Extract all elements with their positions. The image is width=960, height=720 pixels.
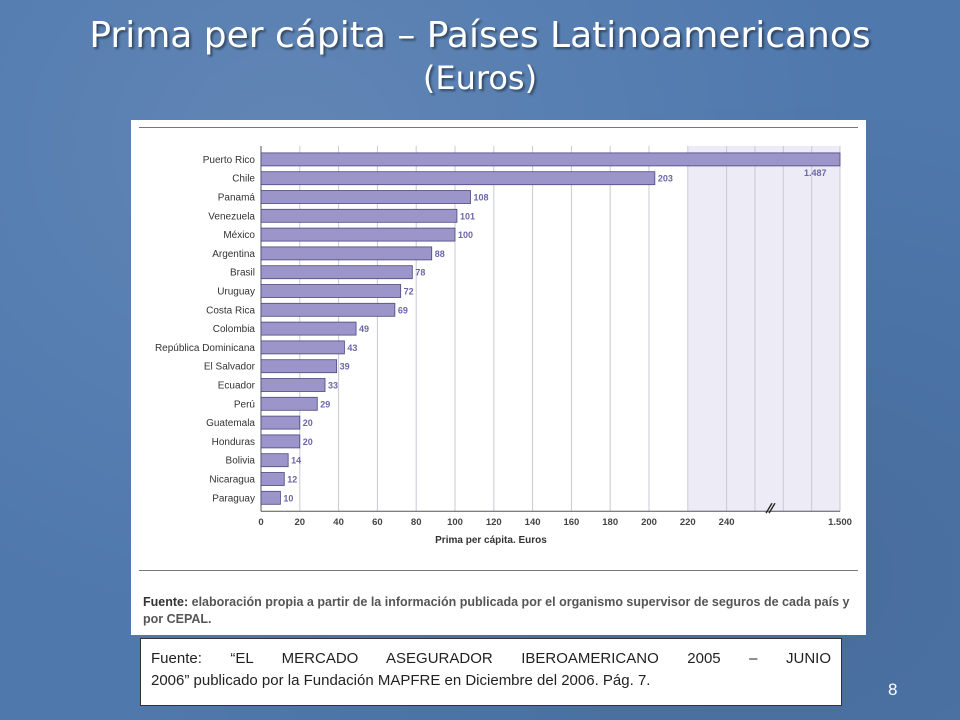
- page-number: 8: [888, 680, 898, 699]
- value-label: 49: [359, 324, 369, 334]
- category-label: Perú: [234, 399, 255, 410]
- x-axis-title: Prima per cápita. Euros: [435, 535, 547, 546]
- x-tick-label: 80: [411, 517, 422, 528]
- plot-shade: [687, 146, 840, 512]
- value-label: 100: [458, 230, 473, 240]
- chart-source-note: Fuente: elaboración propia a partir de l…: [143, 594, 853, 628]
- category-label: Paraguay: [212, 493, 255, 504]
- category-label: Chile: [232, 174, 255, 185]
- bar: [260, 340, 345, 355]
- bottom-rule: [139, 570, 858, 571]
- x-tick-label: 140: [525, 517, 541, 528]
- bar: [260, 265, 413, 280]
- value-label: 29: [320, 399, 330, 409]
- x-tick-label: 200: [641, 517, 657, 528]
- x-tick-label: 0: [258, 517, 263, 528]
- source-box: Fuente: “EL MERCADO ASEGURADOR IBEROAMER…: [140, 638, 842, 706]
- category-label: Puerto Rico: [203, 155, 256, 166]
- subtitle-line: (Euros): [422, 59, 538, 97]
- chart-source-label: Fuente:: [143, 595, 189, 609]
- chart-panel: 0 20 40 60 80 100 120 140 160 180 200 220 240 1.500 Pr…: [131, 120, 866, 635]
- category-label: Uruguay: [217, 287, 255, 298]
- bar: [260, 359, 338, 374]
- x-tick-label: 60: [372, 517, 383, 528]
- top-rule: [139, 127, 858, 128]
- value-label: 69: [398, 305, 408, 315]
- category-label: Argentina: [212, 249, 255, 260]
- category-label: Costa Rica: [206, 305, 255, 316]
- category-label: Nicaragua: [209, 475, 255, 486]
- x-tick-label: 20: [295, 517, 306, 528]
- source-line-2: 2006” publicado por la Fundación MAPFRE …: [151, 672, 651, 689]
- category-label: Brasil: [230, 268, 255, 279]
- axis-break-mark: [768, 502, 776, 514]
- bar: [260, 190, 471, 204]
- value-label: 72: [404, 287, 414, 297]
- bar: [260, 490, 281, 505]
- bar: [260, 171, 656, 186]
- bar: [260, 208, 458, 223]
- bar: [260, 472, 285, 486]
- axis-break-mark: [765, 502, 773, 514]
- value-label: 78: [415, 268, 425, 278]
- bar-chart: 0 20 40 60 80 100 120 140 160 180 200 220 240 1.500 Pr…: [155, 146, 852, 546]
- value-label: 12: [287, 475, 297, 485]
- value-label: 1.487: [804, 168, 827, 178]
- x-tick-label: 120: [486, 517, 502, 528]
- value-label: 108: [474, 193, 489, 203]
- bar: [260, 321, 357, 336]
- title-line: Prima per cápita – Países Latinoamerican…: [89, 15, 871, 56]
- category-label: Colombia: [213, 324, 256, 335]
- bar: [260, 284, 402, 298]
- value-label: 43: [347, 343, 357, 353]
- category-label: Venezuela: [208, 211, 255, 222]
- category-label: República Dominicana: [155, 343, 255, 354]
- bar: [260, 227, 456, 242]
- source-line-1: Fuente: “EL MERCADO ASEGURADOR IBEROAMER…: [151, 650, 831, 667]
- x-tick-label: 1.500: [828, 517, 852, 528]
- value-label: 14: [291, 456, 301, 466]
- x-tick-label: 100: [447, 517, 463, 528]
- bar: [260, 246, 433, 261]
- value-label: 10: [283, 493, 293, 503]
- category-label: Honduras: [212, 437, 255, 448]
- chart-source-text: elaboración propia a partir de la inform…: [143, 595, 850, 626]
- bar: [260, 378, 326, 392]
- x-tick-label: 220: [680, 517, 696, 528]
- category-label: Panamá: [218, 193, 256, 204]
- bar: [260, 434, 301, 449]
- slide-title: Prima per cápita – Países Latinoamerican…: [0, 14, 960, 98]
- x-tick-label: 40: [333, 517, 344, 528]
- category-label: Guatemala: [206, 418, 255, 429]
- value-label: 33: [328, 381, 338, 391]
- category-label: Bolivia: [226, 456, 256, 467]
- value-label: 88: [435, 249, 445, 259]
- category-label: El Salvador: [204, 362, 256, 373]
- x-tick-label: 180: [602, 517, 618, 528]
- category-label: Ecuador: [218, 381, 256, 392]
- value-label: 39: [340, 362, 350, 372]
- bar: [260, 453, 289, 468]
- category-label: México: [223, 230, 255, 241]
- value-label: 101: [460, 211, 475, 221]
- value-label: 20: [303, 418, 313, 428]
- bar: [260, 152, 841, 167]
- value-label: 203: [658, 174, 673, 184]
- x-tick-label: 160: [563, 517, 579, 528]
- x-tick-label: 240: [719, 517, 735, 528]
- bar: [260, 415, 301, 430]
- value-label: 20: [303, 437, 313, 447]
- bar: [260, 396, 318, 411]
- bar: [260, 302, 396, 317]
